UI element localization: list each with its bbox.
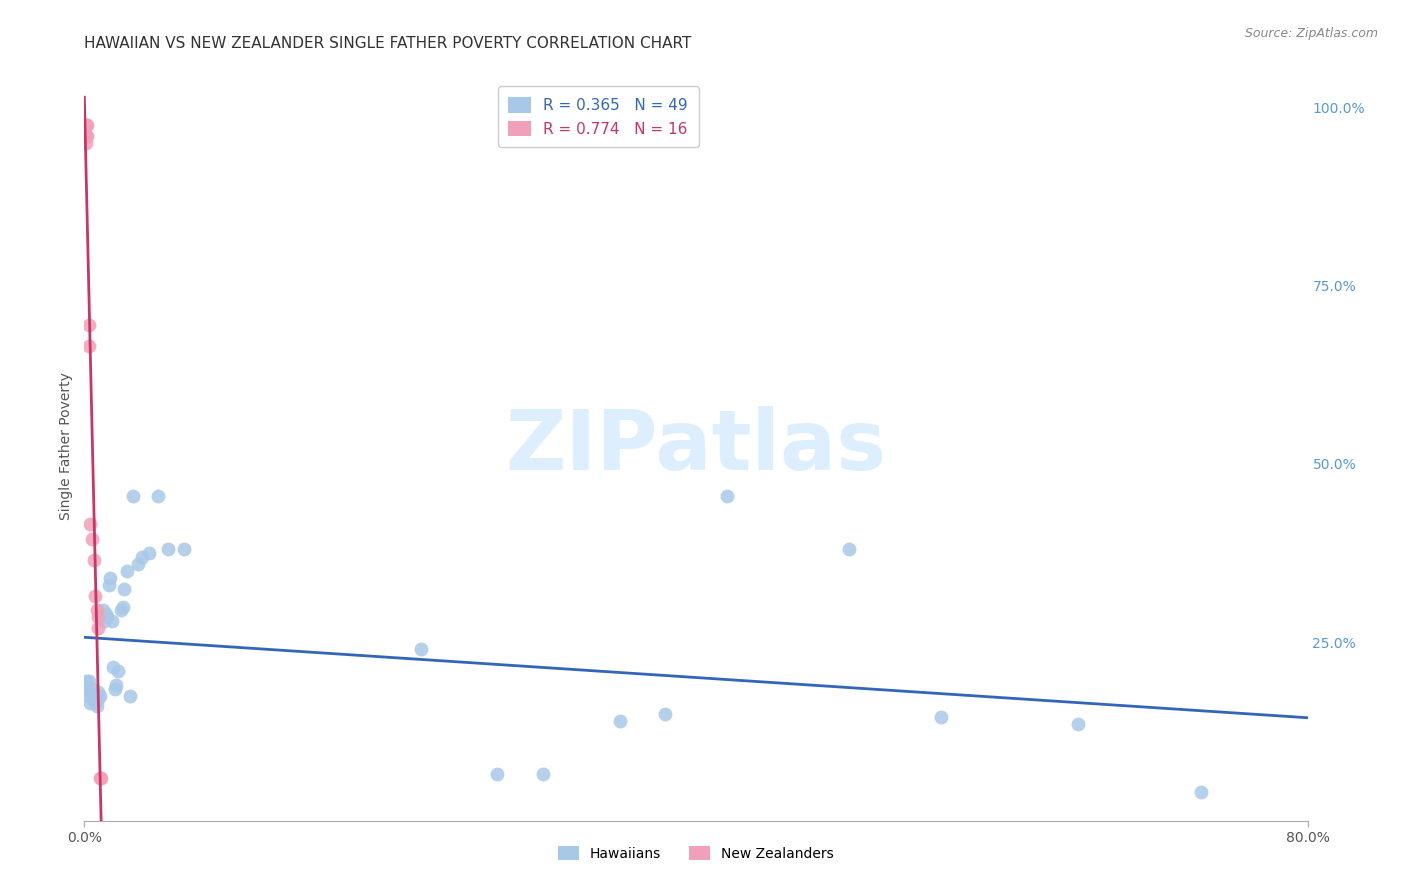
Point: [838, 542, 860, 557]
Point: [929, 710, 952, 724]
Point: [531, 767, 554, 781]
Point: [87, 692, 110, 706]
Point: [80, 532, 103, 546]
Point: [86, 603, 108, 617]
Legend: Hawaiians, New Zealanders: Hawaiians, New Zealanders: [553, 840, 839, 866]
Y-axis label: Single Father Poverty: Single Father Poverty: [59, 372, 73, 520]
Point: [75, 136, 97, 150]
Text: ZIPatlas: ZIPatlas: [506, 406, 886, 486]
Point: [84, 696, 107, 710]
Point: [97, 578, 120, 592]
Point: [79, 685, 101, 699]
Point: [157, 542, 180, 557]
Point: [98, 571, 121, 585]
Point: [107, 664, 129, 678]
Point: [1189, 785, 1212, 799]
Point: [80, 689, 103, 703]
Point: [111, 599, 134, 614]
Point: [103, 660, 125, 674]
Point: [654, 706, 676, 721]
Point: [131, 549, 153, 564]
Point: [1067, 717, 1090, 731]
Point: [96, 610, 118, 624]
Point: [89, 689, 111, 703]
Point: [83, 692, 105, 706]
Point: [94, 607, 117, 621]
Point: [101, 614, 124, 628]
Point: [75, 118, 97, 132]
Point: [83, 553, 105, 567]
Point: [80, 681, 103, 696]
Point: [90, 610, 112, 624]
Point: [87, 685, 110, 699]
Point: [173, 542, 195, 557]
Point: [89, 771, 111, 785]
Point: [84, 689, 107, 703]
Point: [79, 696, 101, 710]
Point: [77, 689, 100, 703]
Point: [127, 557, 149, 571]
Point: [104, 681, 127, 696]
Point: [76, 681, 98, 696]
Point: [486, 767, 509, 781]
Point: [112, 582, 135, 596]
Point: [84, 589, 107, 603]
Point: [93, 614, 115, 628]
Point: [77, 674, 100, 689]
Point: [76, 128, 98, 143]
Point: [716, 489, 738, 503]
Point: [77, 318, 100, 332]
Point: [120, 689, 142, 703]
Point: [115, 564, 138, 578]
Point: [409, 642, 432, 657]
Point: [110, 603, 132, 617]
Point: [87, 610, 110, 624]
Point: [76, 118, 98, 132]
Point: [79, 517, 101, 532]
Point: [122, 489, 145, 503]
Point: [146, 489, 169, 503]
Point: [75, 674, 97, 689]
Point: [75, 128, 97, 143]
Point: [87, 621, 110, 635]
Point: [609, 714, 631, 728]
Point: [86, 699, 108, 714]
Point: [91, 603, 114, 617]
Point: [138, 546, 160, 560]
Text: Source: ZipAtlas.com: Source: ZipAtlas.com: [1244, 27, 1378, 40]
Point: [105, 678, 128, 692]
Point: [77, 339, 100, 353]
Text: HAWAIIAN VS NEW ZEALANDER SINGLE FATHER POVERTY CORRELATION CHART: HAWAIIAN VS NEW ZEALANDER SINGLE FATHER …: [84, 36, 692, 51]
Point: [90, 771, 112, 785]
